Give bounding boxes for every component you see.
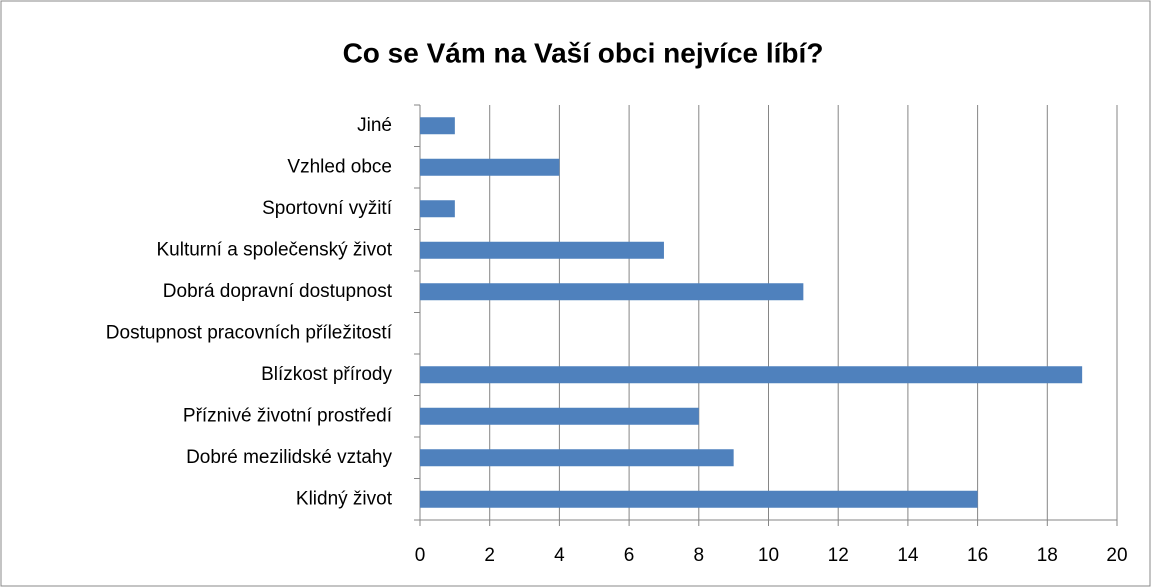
bar bbox=[420, 241, 664, 259]
x-tick-label: 12 bbox=[828, 545, 849, 566]
x-tick-label: 20 bbox=[1106, 545, 1127, 566]
bar bbox=[420, 158, 560, 176]
bar bbox=[420, 117, 455, 135]
x-tick-label: 8 bbox=[694, 545, 705, 566]
y-tick-label: Dostupnost pracovních příležitostí bbox=[106, 322, 393, 343]
bar bbox=[420, 407, 699, 425]
y-tick-label: Klidný život bbox=[296, 488, 393, 509]
bar bbox=[420, 366, 1083, 384]
x-tick-label: 10 bbox=[758, 545, 779, 566]
bar bbox=[420, 200, 455, 218]
bar bbox=[420, 283, 804, 301]
y-tick-label: Jiné bbox=[357, 115, 392, 136]
y-tick-label: Blízkost přírody bbox=[261, 364, 392, 385]
bar bbox=[420, 449, 734, 467]
x-tick-label: 2 bbox=[484, 545, 495, 566]
chart-title: Co se Vám na Vaší obci nejvíce líbí? bbox=[343, 37, 824, 68]
x-tick-label: 14 bbox=[897, 545, 919, 566]
y-tick-label: Sportovní vyžití bbox=[262, 198, 393, 219]
x-tick-label: 0 bbox=[415, 545, 426, 566]
y-tick-label: Vzhled obce bbox=[287, 156, 392, 177]
x-tick-label: 16 bbox=[967, 545, 988, 566]
x-tick-label: 4 bbox=[554, 545, 565, 566]
y-tick-label: Příznivé životní prostředí bbox=[183, 405, 393, 426]
y-tick-label: Dobré mezilidské vztahy bbox=[186, 447, 392, 468]
y-tick-label: Dobrá dopravní dostupnost bbox=[163, 281, 393, 302]
x-tick-label: 6 bbox=[624, 545, 635, 566]
y-tick-label: Kulturní a společenský život bbox=[156, 239, 392, 260]
bar bbox=[420, 490, 978, 508]
x-tick-label: 18 bbox=[1037, 545, 1058, 566]
